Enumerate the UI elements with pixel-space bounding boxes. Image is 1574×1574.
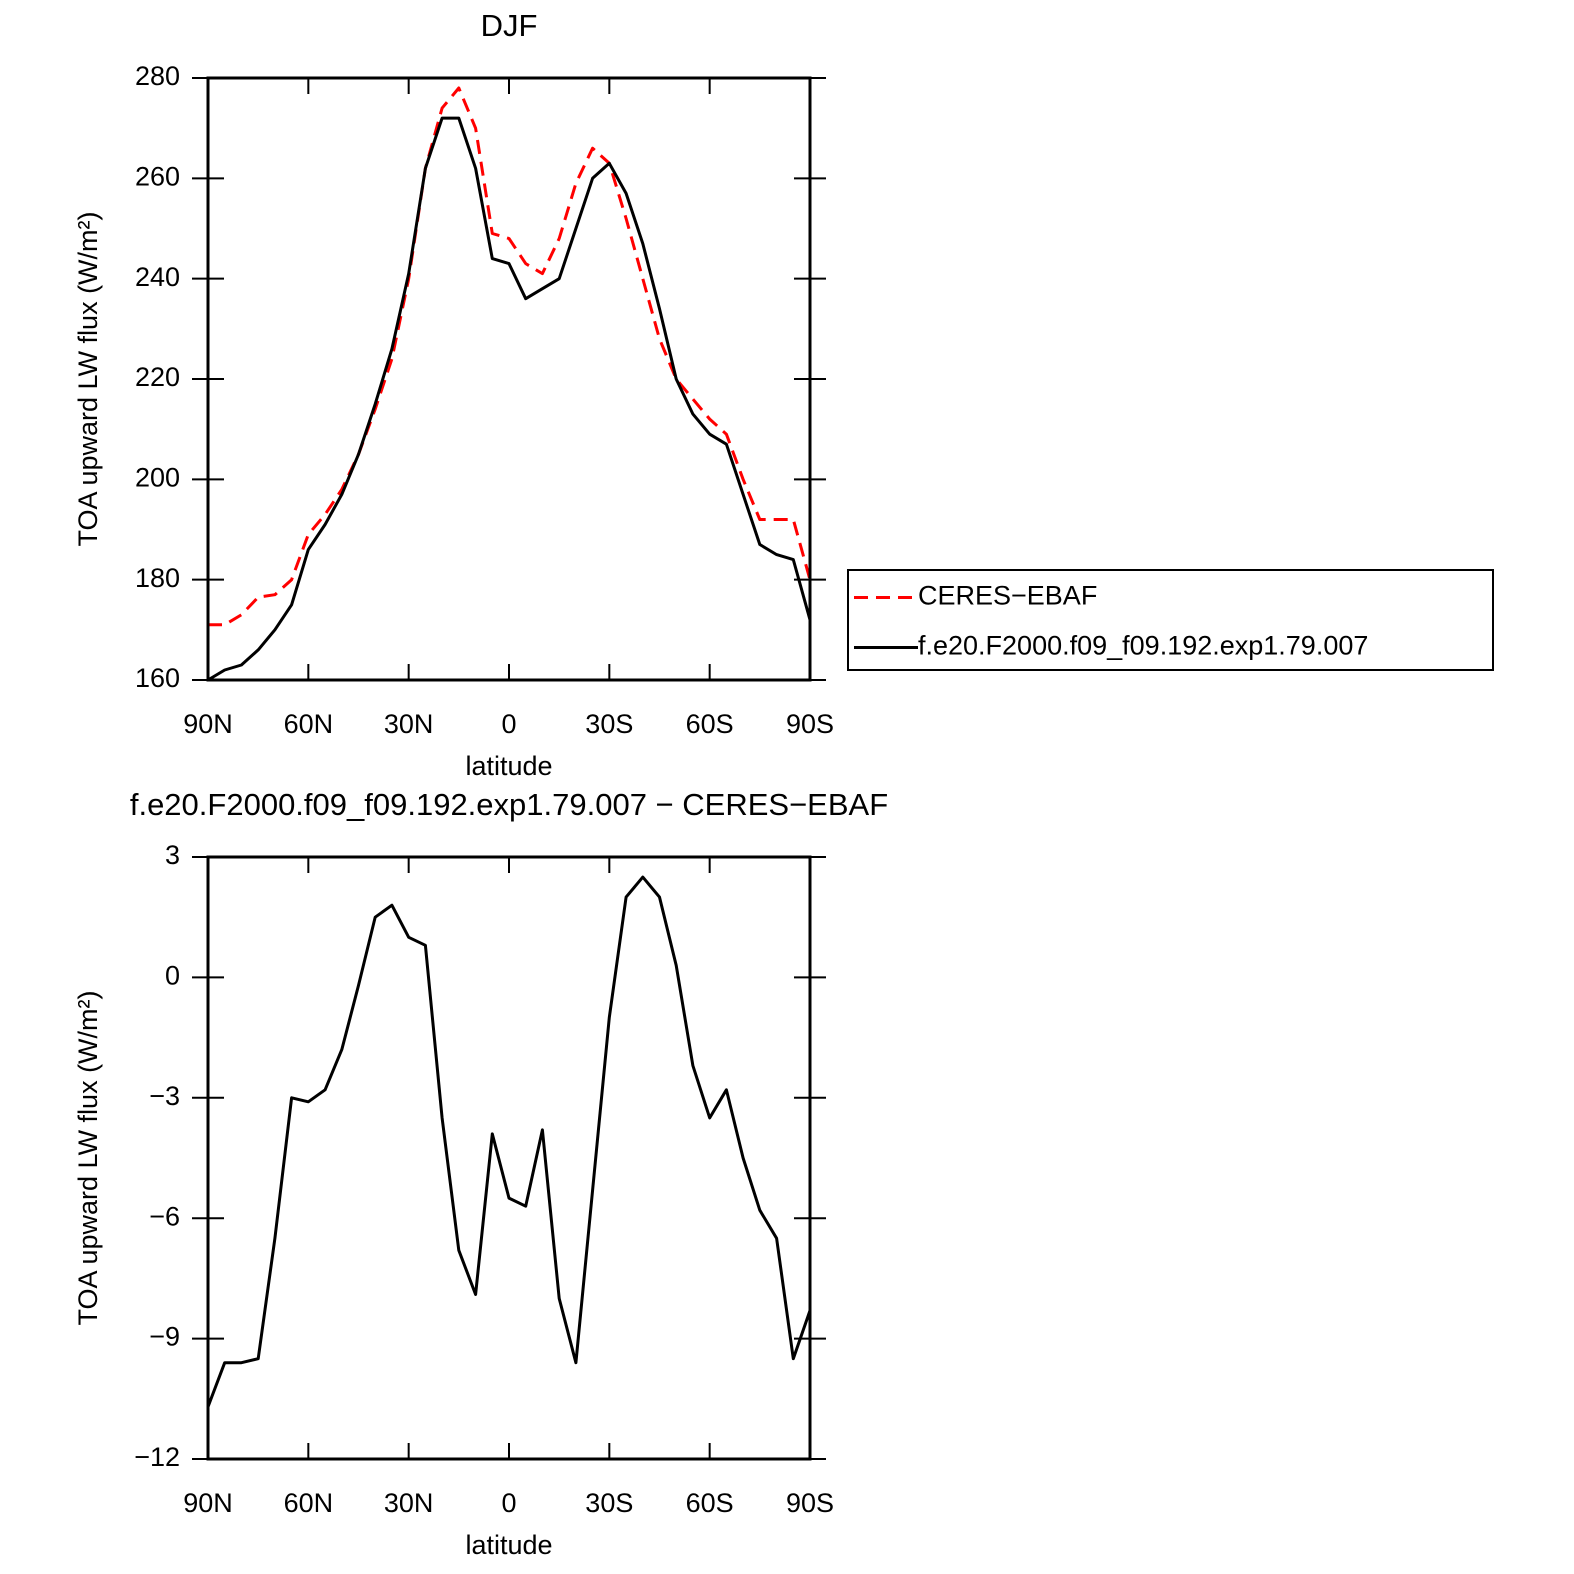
x-tick-label: 60N xyxy=(284,1488,334,1518)
legend-box xyxy=(847,569,1494,671)
y-tick-label: 280 xyxy=(135,61,180,91)
x-tick-label: 60S xyxy=(686,1488,734,1518)
x-tick-label: 0 xyxy=(501,709,516,739)
y-tick-label: −9 xyxy=(149,1322,180,1352)
y-tick-label: 160 xyxy=(135,663,180,693)
legend-label: CERES−EBAF xyxy=(918,581,1097,611)
legend: CERES−EBAF f.e20.F2000.f09_f09.192.exp1.7… xyxy=(847,569,1494,671)
x-tick-label: 90S xyxy=(786,1488,834,1518)
y-tick-label: −6 xyxy=(149,1201,180,1231)
y-tick-label: −3 xyxy=(149,1081,180,1111)
plot-frame xyxy=(206,855,812,1461)
y-tick-label: 200 xyxy=(135,462,180,492)
x-axis-label: latitude xyxy=(465,751,552,781)
data-line xyxy=(208,86,812,627)
y-axis-label: TOA upward LW flux (W/m²) xyxy=(73,211,103,546)
plot-frame xyxy=(206,76,812,682)
x-tick-label: 30S xyxy=(585,709,633,739)
x-tick-label: 90N xyxy=(183,1488,233,1518)
y-axis-label: TOA upward LW flux (W/m²) xyxy=(73,990,103,1325)
y-tick-label: 180 xyxy=(135,563,180,593)
x-tick-label: 90S xyxy=(786,709,834,739)
x-axis-label: latitude xyxy=(465,1530,552,1560)
chart-title: DJF xyxy=(481,8,538,43)
x-tick-label: 30S xyxy=(585,1488,633,1518)
y-tick-label: 260 xyxy=(135,161,180,191)
data-line xyxy=(206,875,812,1408)
x-tick-label: 60S xyxy=(686,709,734,739)
x-tick-label: 90N xyxy=(183,709,233,739)
data-line xyxy=(207,116,812,682)
y-tick-label: 240 xyxy=(135,262,180,292)
x-tick-label: 60N xyxy=(284,709,334,739)
chart-title: f.e20.F2000.f09_f09.192.exp1.79.007 − CE… xyxy=(130,787,888,822)
legend-label: f.e20.F2000.f09_f09.192.exp1.79.007 xyxy=(918,631,1368,661)
y-tick-label: 3 xyxy=(165,840,180,870)
x-tick-label: 30N xyxy=(384,1488,434,1518)
y-tick-label: 0 xyxy=(165,961,180,991)
y-tick-label: −12 xyxy=(134,1442,180,1472)
y-tick-label: 220 xyxy=(135,362,180,392)
x-tick-label: 30N xyxy=(384,709,434,739)
x-tick-label: 0 xyxy=(501,1488,516,1518)
